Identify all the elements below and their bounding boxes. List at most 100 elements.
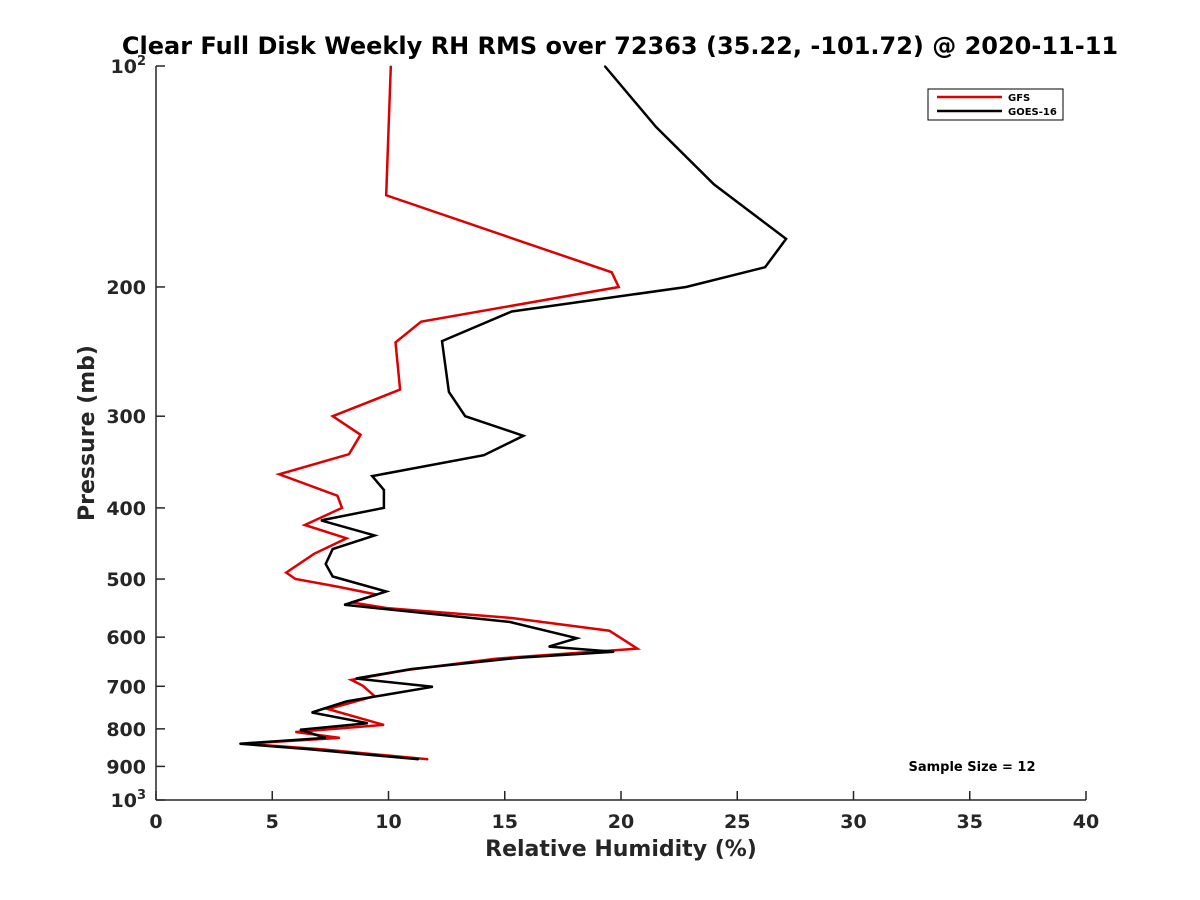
y-tick-label: 800 (106, 719, 146, 741)
series-line-goes-16 (239, 65, 788, 761)
data-point-goes-16 (374, 534, 376, 537)
x-axis-ticks: 0 5 10 15 20 25 30 35 40 (149, 791, 1099, 833)
data-point-goes-16 (299, 729, 301, 731)
data-point-gfs (427, 758, 429, 760)
data-point-goes-16 (332, 575, 334, 578)
data-point-goes-16 (383, 507, 385, 509)
data-point-goes-16 (325, 737, 327, 739)
x-tick-label: 0 (149, 811, 162, 833)
data-point-goes-16 (355, 677, 357, 680)
data-point-goes-16 (483, 454, 485, 456)
data-point-goes-16 (613, 651, 615, 653)
data-point-gfs (294, 578, 297, 580)
chart-title: Clear Full Disk Weekly RH RMS over 72363… (122, 32, 1118, 60)
data-point-goes-16 (511, 310, 513, 313)
data-point-goes-16 (604, 65, 606, 67)
y-tick-label: 700 (106, 676, 146, 698)
data-point-gfs (294, 731, 297, 733)
data-point-gfs (362, 685, 364, 687)
data-point-gfs (383, 724, 385, 726)
data-point-goes-16 (448, 391, 450, 393)
data-point-goes-16 (239, 743, 241, 745)
data-point-goes-16 (346, 700, 348, 703)
y-tick-label: 500 (106, 569, 146, 591)
data-point-gfs (420, 321, 422, 323)
x-tick-label: 15 (492, 811, 518, 833)
data-point-gfs (346, 537, 348, 539)
data-point-goes-16 (411, 668, 413, 670)
data-point-gfs (611, 271, 613, 273)
data-point-goes-16 (325, 563, 327, 565)
data-point-goes-16 (464, 415, 466, 417)
sample-size-annotation: Sample Size = 12 (908, 760, 1035, 775)
y-axis-label: Pressure (mb) (75, 345, 100, 521)
data-point-goes-16 (685, 286, 687, 288)
data-point-goes-16 (343, 604, 345, 606)
data-point-gfs (332, 415, 334, 417)
data-point-gfs (399, 389, 401, 391)
data-point-goes-16 (320, 519, 322, 522)
data-point-gfs (360, 434, 362, 436)
data-point-goes-16 (713, 183, 715, 185)
legend: GFS GOES-16 (927, 88, 1064, 121)
x-tick-label: 30 (840, 811, 866, 833)
y-tick-label: 300 (106, 406, 146, 428)
y-tick-label: 600 (106, 627, 146, 649)
data-point-goes-16 (367, 722, 369, 724)
y-tick-label: 200 (106, 277, 146, 299)
plot-lines (239, 65, 788, 761)
data-point-goes-16 (308, 748, 310, 750)
y-tick-label: 400 (106, 498, 146, 520)
data-point-gfs (336, 495, 338, 497)
y-tick-label: 900 (106, 756, 146, 778)
data-point-gfs (348, 453, 350, 455)
data-point-gfs (636, 648, 638, 650)
data-point-goes-16 (385, 590, 387, 593)
y-tick-label: 103 (111, 788, 147, 812)
data-point-goes-16 (441, 340, 443, 342)
data-point-goes-16 (576, 637, 578, 639)
data-point-goes-16 (383, 489, 385, 491)
data-point-gfs (341, 507, 343, 509)
data-point-gfs (327, 708, 329, 710)
data-point-gfs (350, 679, 352, 681)
data-point-goes-16 (522, 435, 525, 437)
data-point-goes-16 (432, 686, 434, 688)
data-point-gfs (285, 572, 287, 574)
data-point-gfs (278, 473, 280, 475)
x-tick-label: 35 (957, 811, 983, 833)
data-point-goes-16 (548, 646, 550, 648)
data-point-gfs (336, 586, 338, 588)
y-tick-label: 102 (111, 54, 147, 78)
data-point-gfs (313, 553, 315, 555)
data-point-gfs (339, 737, 341, 739)
data-point-goes-16 (785, 238, 787, 240)
data-point-goes-16 (311, 711, 313, 714)
data-point-gfs (511, 617, 513, 619)
data-point-goes-16 (764, 266, 766, 268)
data-point-gfs (304, 524, 306, 526)
data-point-gfs (390, 65, 392, 67)
x-tick-label: 10 (375, 811, 401, 833)
data-point-goes-16 (332, 548, 334, 550)
x-tick-label: 25 (724, 811, 750, 833)
legend-goes16-label: GOES-16 (1008, 107, 1057, 118)
data-point-gfs (394, 341, 397, 343)
legend-gfs-label: GFS (1008, 93, 1030, 104)
data-point-gfs (385, 194, 387, 196)
data-point-goes-16 (418, 758, 420, 760)
data-point-gfs (618, 286, 620, 288)
y-axis-ticks: 102 200 300 400 500 600 700 800 900 103 (106, 54, 165, 812)
x-tick-label: 40 (1073, 811, 1099, 833)
legend-box (927, 88, 1064, 121)
x-tick-label: 5 (266, 811, 279, 833)
x-axis-label: Relative Humidity (%) (485, 837, 757, 862)
data-point-goes-16 (371, 475, 373, 477)
x-tick-label: 20 (608, 811, 634, 833)
data-point-goes-16 (508, 621, 510, 623)
data-point-goes-16 (518, 657, 520, 659)
data-point-goes-16 (655, 126, 657, 128)
data-point-gfs (608, 630, 611, 632)
